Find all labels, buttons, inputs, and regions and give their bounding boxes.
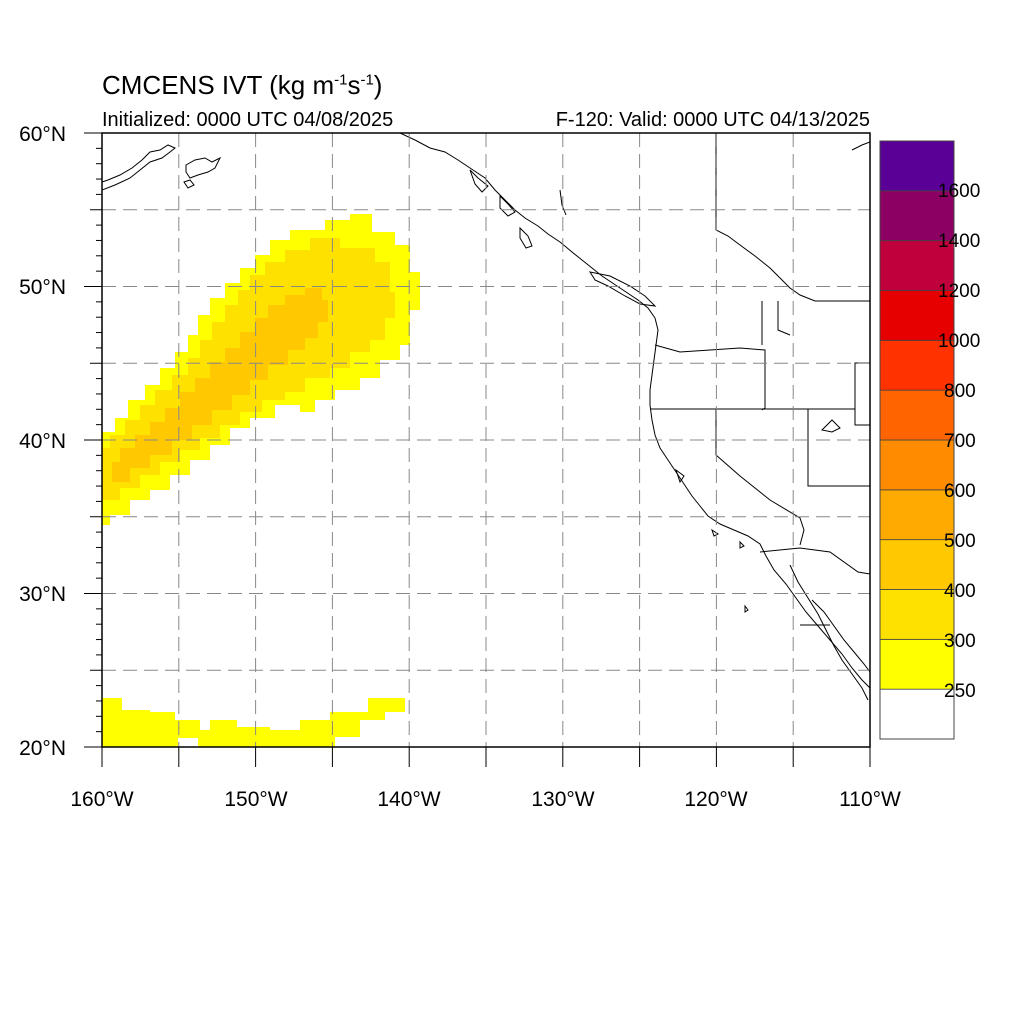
gridlines (102, 133, 870, 747)
colorbar-swatch (879, 589, 955, 640)
ivt-shading (102, 214, 420, 747)
colorbar-swatch (879, 240, 955, 291)
valid-time-label: F-120: Valid: 0000 UTC 04/13/2025 (555, 109, 870, 131)
colorbar-label-300: 300 (944, 631, 976, 652)
colorbar-label-1400: 1400 (938, 231, 980, 252)
lat-label-40n: 40°N (19, 430, 66, 453)
colorbar-swatch (879, 339, 955, 391)
axis-ticks (84, 132, 871, 767)
colorbar-label-1600: 1600 (938, 181, 980, 202)
colorbar-label-1200: 1200 (938, 281, 980, 302)
lat-labels: 20°N 30°N 40°N 50°N 60°N (19, 123, 66, 760)
colorbar-swatch (879, 539, 955, 590)
lon-label-150w: 150°W (224, 788, 287, 811)
lat-label-50n: 50°N (19, 276, 66, 299)
colorbar-label-600: 600 (944, 481, 976, 502)
colorbar-label-400: 400 (944, 581, 976, 602)
chart-title: CMCENS IVT (kg m-1s-1) (102, 70, 383, 100)
lon-label-160w: 160°W (70, 788, 133, 811)
colorbar-swatch (879, 638, 955, 690)
initialized-label: Initialized: 0000 UTC 04/08/2025 (102, 109, 394, 131)
lon-label-140w: 140°W (377, 788, 440, 811)
colorbar (879, 140, 955, 740)
lat-label-60n: 60°N (19, 123, 66, 146)
colorbar-swatch (879, 389, 955, 441)
colorbar-label-800: 800 (944, 381, 976, 402)
ivt-400-500 (112, 288, 328, 482)
colorbar-label-700: 700 (944, 431, 976, 452)
colorbar-label-1000: 1000 (938, 331, 980, 352)
colorbar-swatch (879, 688, 955, 740)
colorbar-frame (879, 140, 955, 740)
lat-label-30n: 30°N (19, 583, 66, 606)
colorbar-label-250: 250 (944, 681, 976, 702)
lon-label-130w: 130°W (531, 788, 594, 811)
colorbar-swatch (879, 439, 955, 491)
coastlines (102, 133, 870, 701)
lon-label-120w: 120°W (684, 788, 747, 811)
lon-labels: 160°W 150°W 140°W 130°W 120°W 110°W (70, 788, 901, 811)
lat-label-20n: 20°N (19, 737, 66, 760)
colorbar-swatch (879, 489, 955, 541)
lon-label-110w: 110°W (839, 788, 901, 811)
colorbar-label-500: 500 (944, 531, 976, 552)
colorbar-labels: 250 300 400 500 600 700 800 1000 1200 14… (938, 181, 980, 702)
